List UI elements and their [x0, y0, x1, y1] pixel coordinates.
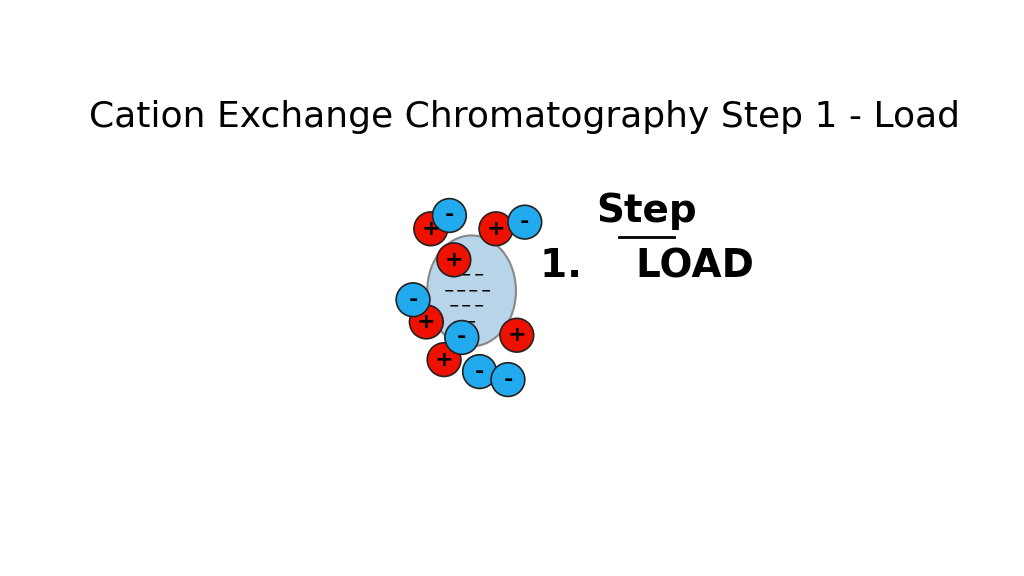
Text: +: +	[422, 219, 440, 239]
Circle shape	[432, 199, 466, 232]
Circle shape	[492, 363, 524, 396]
Circle shape	[500, 319, 534, 352]
Text: -: -	[503, 370, 513, 389]
Circle shape	[479, 212, 513, 245]
Text: +: +	[444, 250, 463, 270]
Text: +: +	[435, 350, 454, 370]
Circle shape	[508, 205, 542, 239]
Text: −: −	[473, 269, 484, 282]
Circle shape	[396, 283, 430, 317]
Text: +: +	[417, 312, 435, 332]
Text: Step: Step	[596, 192, 697, 230]
Text: -: -	[520, 212, 529, 232]
Text: Cation Exchange Chromatography Step 1 - Load: Cation Exchange Chromatography Step 1 - …	[89, 100, 961, 134]
Text: -: -	[444, 206, 454, 225]
Ellipse shape	[427, 236, 516, 346]
Text: -: -	[475, 362, 484, 382]
Text: −: −	[473, 300, 484, 313]
Circle shape	[437, 243, 471, 276]
Circle shape	[445, 321, 478, 354]
Circle shape	[410, 305, 443, 339]
Text: -: -	[409, 290, 418, 310]
Circle shape	[427, 343, 461, 377]
Text: −: −	[468, 285, 478, 297]
Text: -: -	[457, 327, 467, 347]
Text: 1.    LOAD: 1. LOAD	[540, 248, 754, 286]
Text: −: −	[449, 269, 459, 282]
Text: −: −	[466, 316, 476, 328]
Text: −: −	[480, 285, 492, 297]
Circle shape	[463, 355, 497, 388]
Text: −: −	[461, 300, 471, 313]
Circle shape	[414, 212, 447, 245]
Text: +: +	[486, 219, 505, 239]
Text: −: −	[449, 300, 459, 313]
Text: −: −	[456, 285, 466, 297]
Text: +: +	[508, 325, 526, 345]
Text: −: −	[453, 316, 464, 328]
Text: −: −	[461, 269, 471, 282]
Text: −: −	[443, 285, 454, 297]
